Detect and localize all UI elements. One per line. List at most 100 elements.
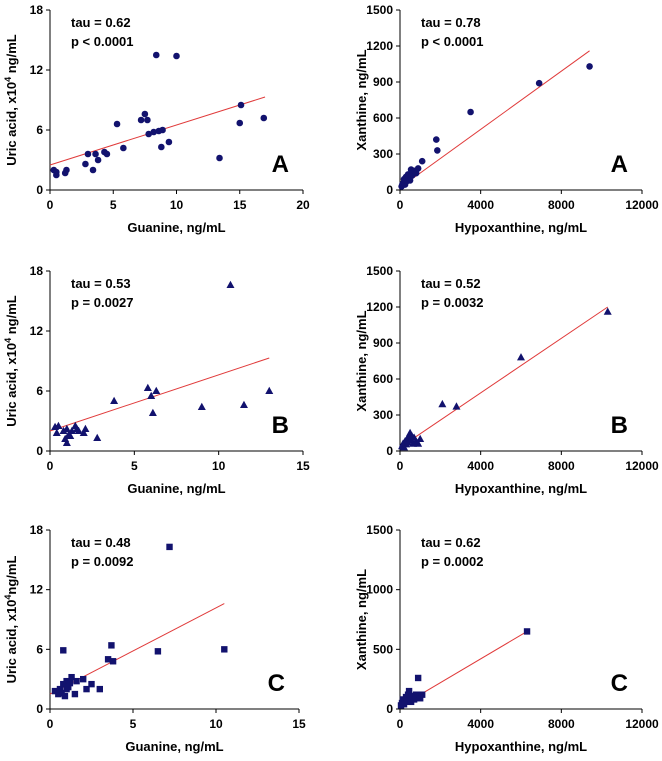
y-axis-label-prefix: Uric acid, x10 [4,82,19,166]
x-tick-label: 5 [130,717,137,731]
y-tick-label: 6 [36,123,43,137]
data-point [59,426,68,434]
data-point [73,677,80,685]
stat-annotation: tau = 0.78 [421,15,481,30]
data-point [143,383,152,391]
data-point [517,353,525,361]
panel-uric-acid-guanine-b: 0 6 12 18 0 5 10 15 Guanine, ng/mL Uric acid, x10… [3,264,310,496]
y-tick-label: 1500 [366,3,393,17]
y-axis-label-superscript: 4 [3,595,13,600]
data-point [62,438,71,446]
data-point [405,687,413,695]
y-tick-label: 0 [386,702,393,716]
data-point [148,408,157,416]
stat-annotation: p = 0.0032 [421,295,484,310]
data-point [152,386,161,394]
x-tick-label: 0 [47,717,54,731]
panel-xanthine-hypoxanthine-a: 0 300 600 900 1200 1500 0 4000 8000 12000 Hypoxant… [354,3,659,235]
data-point [410,696,418,703]
stat-annotation: p = 0.0027 [71,295,134,310]
x-tick-label: 0 [47,198,54,212]
data-point [150,128,158,136]
x-tick-label: 15 [296,459,310,473]
data-point [58,689,65,697]
panel-letter: C [268,670,285,697]
data-point [158,143,165,151]
data-point [67,426,76,434]
x-tick-label: 12000 [625,198,659,212]
y-tick-label: 300 [373,147,393,161]
data-point [412,691,420,698]
data-point [66,431,75,439]
data-point [166,543,173,551]
data-point [92,150,99,158]
data-point [81,424,90,432]
data-point [404,691,412,698]
data-point [61,692,69,700]
data-point [68,673,75,681]
y-axis-label-prefix: Xanthine, ng/mL [354,310,369,411]
data-point [96,685,103,693]
data-point [83,685,90,693]
data-point [438,399,447,408]
x-tick-label: 4000 [467,198,494,212]
x-tick-label: 0 [397,198,404,212]
y-axis-label: Uric acid, x104 ng/mL [3,295,19,427]
panel-letter: B [272,412,289,439]
data-point [120,144,127,152]
y-tick-label: 0 [36,444,43,458]
y-tick-label: 0 [386,183,393,197]
x-tick-label: 4000 [467,717,494,731]
x-tick-label: 10 [170,198,184,212]
data-point [71,690,79,698]
x-tick-label: 5 [110,198,117,212]
data-point [147,391,156,399]
data-point [60,680,67,688]
y-axis-label-suffix: ng/mL [4,556,19,595]
panel-letter: A [272,151,289,178]
data-point [104,656,112,663]
x-tick-label: 0 [397,459,404,473]
y-tick-label: 12 [30,324,44,338]
y-axis-label-prefix: Xanthine, ng/mL [354,49,369,150]
y-axis-label-prefix: Uric acid, x10 [4,343,19,427]
stat-annotation: p = 0.0002 [421,554,484,569]
x-tick-label: 20 [296,198,310,212]
regression-line [399,50,590,189]
data-point [154,648,162,655]
y-tick-label: 12 [30,63,44,77]
data-point [145,130,152,138]
panel-letter: A [611,151,628,178]
x-axis-label: Hypoxanthine, ng/mL [455,481,587,496]
y-axis-label-suffix: ng/mL [4,34,19,77]
x-tick-label: 15 [233,198,247,212]
regression-line [49,357,270,432]
x-axis-label: Guanine, ng/mL [127,481,225,496]
stat-annotation: tau = 0.52 [421,276,481,291]
data-point [144,116,151,124]
x-axis-label: Guanine, ng/mL [125,739,223,754]
y-axis-label: Xanthine, ng/mL [354,569,369,670]
y-tick-label: 500 [373,642,393,656]
y-tick-label: 1200 [366,300,393,314]
panel-uric-acid-guanine-a: 0 6 12 18 0 5 10 15 20 Guanine, ng/mL Uric acid, x… [3,3,310,235]
x-tick-label: 12000 [625,459,659,473]
y-axis-label-prefix: Xanthine, ng/mL [354,569,369,670]
x-axis-label: Hypoxanthine, ng/mL [455,220,587,235]
data-point [586,63,593,70]
x-tick-label: 10 [212,459,226,473]
data-point [89,166,97,174]
panel-xanthine-hypoxanthine-c: 0 500 1000 1500 0 4000 8000 12000 Hypoxanthine, … [354,523,659,754]
data-point [88,680,95,688]
data-point [236,119,244,127]
data-point [159,126,166,134]
y-tick-label: 18 [30,264,44,278]
data-point [94,156,102,164]
data-point [103,150,111,158]
y-tick-label: 18 [30,523,44,537]
data-point [452,402,461,410]
data-point [197,402,206,410]
data-point [51,687,59,695]
x-tick-label: 12000 [625,717,659,731]
y-tick-label: 900 [373,336,393,350]
